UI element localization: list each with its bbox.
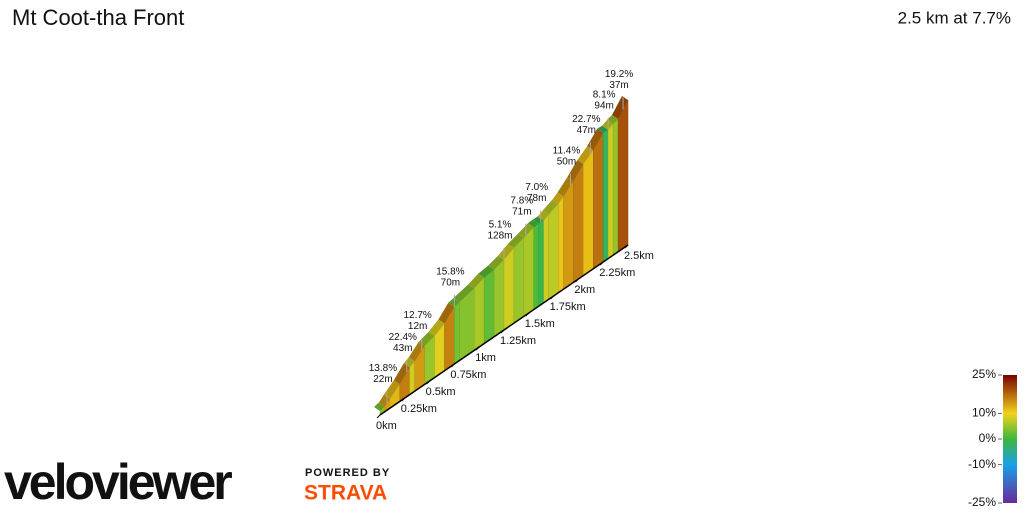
powered-by: POWERED BY <box>305 467 390 479</box>
chart-title: Mt Coot-tha Front <box>12 5 184 30</box>
annotation-grade: 8.1% <box>593 89 616 100</box>
segment-top <box>557 176 574 197</box>
segment <box>573 163 584 283</box>
x-tick-label: 2.5km <box>624 250 654 262</box>
segment-top <box>418 331 435 346</box>
x-tick <box>575 278 579 283</box>
segment-top <box>597 125 609 133</box>
segment-top <box>567 160 584 181</box>
segment-top <box>453 284 475 303</box>
chart-subtitle: 2.5 km at 7.7% <box>898 8 1011 27</box>
x-tick-label: 0.5km <box>426 386 456 398</box>
segment <box>602 129 609 263</box>
x-tick <box>475 346 480 351</box>
x-tick-label: 2.25km <box>599 267 635 279</box>
segment-top <box>498 243 514 260</box>
segment <box>483 269 495 345</box>
annotation-length: 94m <box>594 100 613 111</box>
segment <box>538 220 544 307</box>
segment <box>409 360 415 396</box>
segment <box>548 202 559 300</box>
segment-top <box>552 192 564 204</box>
segment-top <box>542 199 559 215</box>
segment <box>612 118 619 256</box>
x-tick <box>451 363 455 368</box>
colorbar-label: 25% <box>972 367 996 381</box>
segment <box>473 277 485 351</box>
segment-top <box>408 341 425 362</box>
annotation-grade: 7.8% <box>510 195 533 206</box>
colorbar-label: -25% <box>968 495 996 509</box>
x-tick-label: 1.75km <box>550 301 586 313</box>
x-tick-label: 1.5km <box>525 318 555 330</box>
annotation-grade: 11.4% <box>553 145 581 156</box>
annotation-length: 78m <box>527 193 546 204</box>
segment <box>607 123 614 260</box>
annotation-length: 71m <box>512 206 531 217</box>
annotation-grade: 19.2% <box>605 69 633 80</box>
segment <box>454 301 460 365</box>
segment <box>563 180 574 290</box>
x-tick <box>624 244 629 249</box>
segment-top <box>612 96 628 119</box>
x-tick-label: 0.75km <box>450 369 486 381</box>
colorbar <box>1003 375 1017 503</box>
logo-text: veloviewer <box>4 454 232 510</box>
segment <box>583 149 594 277</box>
colorbar-label: 0% <box>979 431 997 445</box>
annotation-grade: 15.8% <box>436 266 464 277</box>
segment-top <box>577 146 594 165</box>
annotation-grade: 22.7% <box>572 114 600 125</box>
x-tick <box>500 329 505 334</box>
annotation-length: 12m <box>408 321 427 332</box>
x-tick-label: 1.25km <box>500 335 536 347</box>
segment-top <box>488 255 504 270</box>
segment <box>503 247 515 331</box>
x-tick-label: 1km <box>475 352 496 364</box>
segment <box>593 131 604 270</box>
colorbar-label: -10% <box>968 457 996 471</box>
segment <box>523 226 535 317</box>
annotation-length: 47m <box>577 125 596 136</box>
segment-top <box>468 273 485 289</box>
x-tick <box>525 312 530 317</box>
x-tick <box>550 295 554 300</box>
segment <box>493 259 505 338</box>
segment-top <box>587 128 604 151</box>
segment-top <box>507 233 524 248</box>
annotation-grade: 13.8% <box>369 363 397 374</box>
annotation-grade: 12.7% <box>403 310 431 321</box>
strava-logo: STRAVA <box>304 482 387 505</box>
segment <box>543 213 549 304</box>
annotation-grade: 22.4% <box>389 332 417 343</box>
annotation-length: 50m <box>557 156 576 167</box>
x-tick-label: 0.25km <box>401 403 437 415</box>
x-tick <box>376 414 381 419</box>
annotation-length: 22m <box>373 374 392 385</box>
segment <box>513 237 525 324</box>
segment-top <box>602 119 614 130</box>
annotation-length: 128m <box>487 230 512 241</box>
colorbar-label: 10% <box>972 406 996 420</box>
segment-top <box>428 319 445 336</box>
x-tick <box>426 380 430 385</box>
x-tick-label: 2km <box>574 284 595 296</box>
x-tick <box>401 397 406 402</box>
segment <box>558 195 564 294</box>
x-tick <box>599 261 604 266</box>
segment-top <box>383 380 400 399</box>
annotation-grade: 7.0% <box>525 182 548 193</box>
annotation-length: 70m <box>441 277 460 288</box>
annotation-grade: 5.1% <box>489 219 512 230</box>
segment <box>617 99 629 253</box>
segment-top <box>438 302 455 324</box>
segment-top <box>393 363 410 385</box>
segment-top <box>478 265 495 278</box>
annotation-length: 37m <box>609 80 628 91</box>
annotation-length: 43m <box>393 343 412 354</box>
x-tick-label: 0km <box>376 420 397 432</box>
segment <box>533 223 539 311</box>
